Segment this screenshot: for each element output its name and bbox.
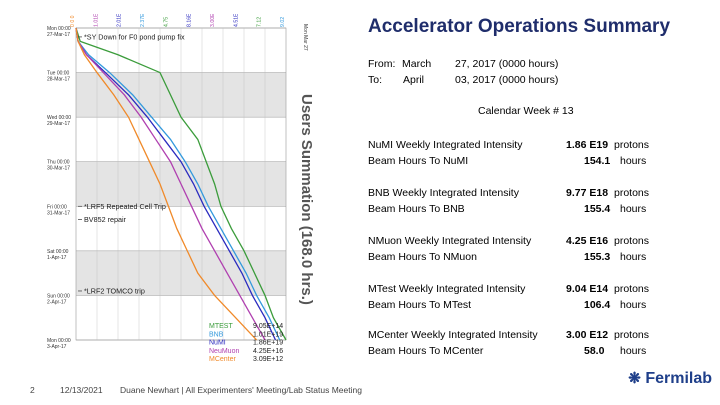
day-label-time: Mon 00:00 [47,26,71,32]
legend-name: NeuMuon [209,348,239,355]
day-label-time: Thu 00:00 [47,160,70,166]
top-tick-label: 2.01E19 [117,14,123,27]
chart-corner-label: Mon Mar 27 [302,24,308,51]
legend-total: 9.05E+14 [253,323,283,330]
from-month: March [402,58,432,70]
legend-total: 3.09E+12 [253,356,283,363]
chart-top-ticks: 0 0 0 0 1.01E19 2.01E19 2.37E-08 4.75 8.16E2 3… [70,14,286,27]
annotation-text: *SY Down for F0 pond pump fix [84,32,185,41]
metric-intensity-label: BNB Weekly Integrated Intensity [368,187,519,199]
to-label: To: [368,74,383,86]
top-tick-label: 2.37E-08 [140,14,146,27]
metric-intensity-unit: protons [614,139,650,151]
metric-intensity-label: NuMI Weekly Integrated Intensity [368,139,523,151]
legend-name: MCenter [209,356,237,363]
chart-legend: MTEST 9.05E+14 BNB 1.01E+19 NuMI 1.86E+19 NeuM… [209,323,283,363]
day-label-time: Tue 00:00 [47,71,70,77]
day-label-time: Sat 00:00 [47,249,69,255]
metric-intensity-value: 9.04 E14 [566,283,609,295]
annotation-text: *LRF5 Repeated Cell Trip [84,202,166,211]
metric-intensity-unit: protons [614,235,650,247]
page-number: 2 [30,385,35,395]
metric-intensity-value: 9.77 E18 [566,187,609,199]
metric-intensity-unit: protons [614,187,650,199]
metric-hours-value: 155.4 [584,203,611,215]
to-month: April [403,74,425,86]
metric-hours-value: 155.3 [584,251,611,263]
day-label-date: 31-Mar-17 [47,210,70,216]
to-date: 03, 2017 (0000 hours) [455,74,559,86]
day-label-date: 1-Apr-17 [47,255,67,261]
series-line-mcenter [75,27,258,341]
metric-intensity-label: MCenter Weekly Integrated Intensity [368,329,538,341]
legend-total: 1.01E+19 [253,331,283,338]
metric-intensity-label: NMuon Weekly Integrated Intensity [368,235,532,247]
top-tick-label: 1.01E19 [93,14,99,27]
day-label-time: Wed 00:00 [47,115,71,121]
fermilab-logo-text: Fermilab [645,370,712,387]
metric-hours-label: Beam Hours To NuMI [368,155,469,167]
metric-hours-value: 106.4 [584,299,611,311]
top-tick-label: 3.00E12 [210,14,216,27]
metric-hours-unit: hours [620,299,647,311]
metric-hours-unit: hours [620,155,647,167]
top-tick-label: 8.16E2 [187,14,193,27]
day-label-time: Sun 00:00 [47,293,70,299]
metric-hours-label: Beam Hours To MCenter [368,345,484,357]
day-label-date: 27-Mar-17 [47,32,70,38]
legend-name: NuMI [209,340,226,347]
footer-text: Duane Newhart | All Experimenters' Meeti… [120,385,362,395]
metric-hours-label: Beam Hours To MTest [368,299,472,311]
annotation-text: BV852 repair [84,215,127,224]
metric-intensity-unit: protons [614,283,650,295]
top-tick-label: 7.12 [257,17,263,27]
day-label-date: 2-Apr-17 [47,299,67,305]
metric-hours-unit: hours [620,203,647,215]
legend-total: 1.86E+19 [253,340,283,347]
legend-total: 4.25E+16 [253,348,283,355]
top-tick-label: 4.75 [163,17,169,27]
chart-title: Users Summation (168.0 hrs.) [298,94,315,305]
series-line-neumuon [75,27,266,341]
top-tick-label: 4.51E12 [233,14,239,27]
series-line-numi [75,27,277,341]
users-summation-chart: 0 0 0 0 1.01E19 2.01E19 2.37E-08 4.75 8.16E2 3… [47,14,315,363]
fermilab-logo-icon: ❋ [628,370,641,387]
metric-intensity-value: 1.86 E19 [566,139,609,151]
calendar-week: Calendar Week # 13 [478,105,574,117]
from-date: 27, 2017 (0000 hours) [455,58,559,70]
day-label-time: Fri 00:00 [47,204,67,210]
day-label-date: 28-Mar-17 [47,77,70,83]
top-tick-label: 9.02 [280,17,286,27]
metric-intensity-unit: protons [614,329,650,341]
metric-hours-label: Beam Hours To BNB [368,203,465,215]
day-label-time: Mon 00:00 [47,338,71,344]
metric-intensity-value: 4.25 E16 [566,235,609,247]
metric-hours-unit: hours [620,345,647,357]
metric-intensity-label: MTest Weekly Integrated Intensity [368,283,526,295]
series-line-mtest [75,27,287,341]
day-label-date: 30-Mar-17 [47,166,70,172]
top-tick-label: 0 0 0 0 [70,14,76,27]
metric-hours-value: 154.1 [584,155,611,167]
metric-hours-unit: hours [620,251,647,263]
day-label-date: 3-Apr-17 [47,344,67,350]
metric-intensity-value: 3.00 E12 [566,329,609,341]
fermilab-logo: ❋ Fermilab [628,369,712,388]
from-label: From: [368,58,396,70]
footer-date: 12/13/2021 [60,385,103,395]
day-label-date: 29-Mar-17 [47,121,70,127]
chart-series [75,27,287,341]
legend-name: BNB [209,331,224,338]
metric-hours-value: 58.0 [584,345,605,357]
series-line-bnb [75,27,281,341]
legend-name: MTEST [209,323,233,330]
chart-annotations: *SY Down for F0 pond pump fix *LRF5 Repea… [78,32,185,295]
metric-hours-label: Beam Hours To NMuon [368,251,477,263]
page-title: Accelerator Operations Summary [368,16,671,37]
annotation-text: *LRF2 TOMCO trip [84,286,145,295]
